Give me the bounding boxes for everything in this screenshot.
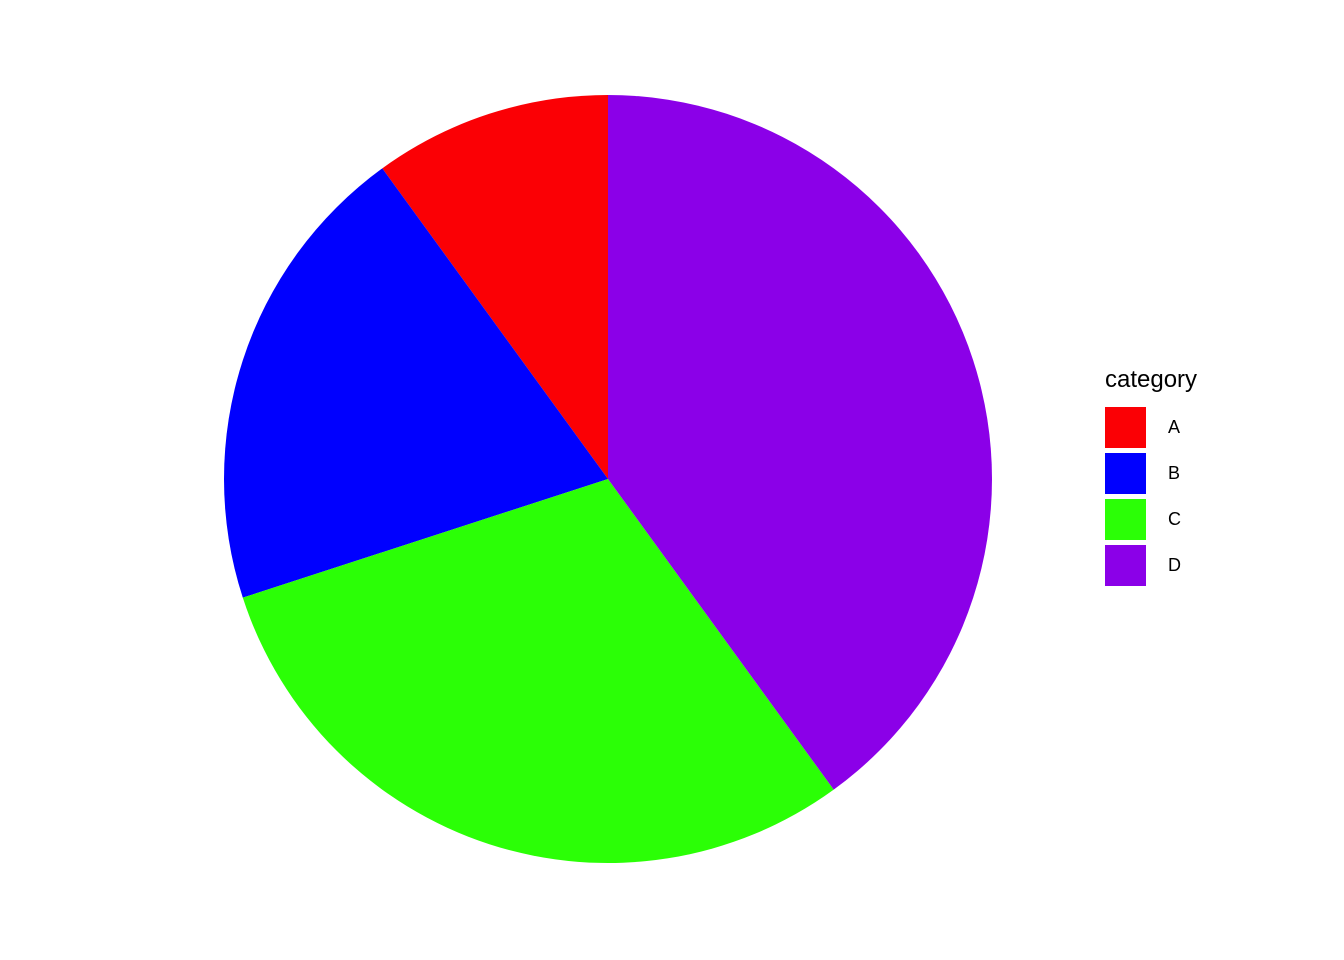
- pie-slice-b: [223, 168, 609, 598]
- legend-label-c: C: [1168, 509, 1181, 529]
- legend-item-b: B: [1105, 453, 1197, 494]
- legend-swatch-b: [1105, 453, 1146, 494]
- legend-item-c: C: [1105, 499, 1197, 540]
- pie-slice-a: [382, 95, 608, 479]
- pie-slice-d: [608, 94, 992, 790]
- legend: category A B C D: [1105, 366, 1197, 591]
- legend-swatch-a: [1105, 407, 1146, 448]
- legend-swatch-d: [1105, 545, 1146, 586]
- legend-item-a: A: [1105, 407, 1197, 448]
- legend-label-b: B: [1168, 463, 1181, 483]
- legend-title: category: [1105, 366, 1198, 393]
- legend-label-a: A: [1168, 417, 1181, 437]
- legend-swatch-c: [1105, 499, 1146, 540]
- legend-label-d: D: [1168, 555, 1181, 575]
- pie-slice-c: [242, 479, 834, 864]
- legend-item-d: D: [1105, 545, 1197, 586]
